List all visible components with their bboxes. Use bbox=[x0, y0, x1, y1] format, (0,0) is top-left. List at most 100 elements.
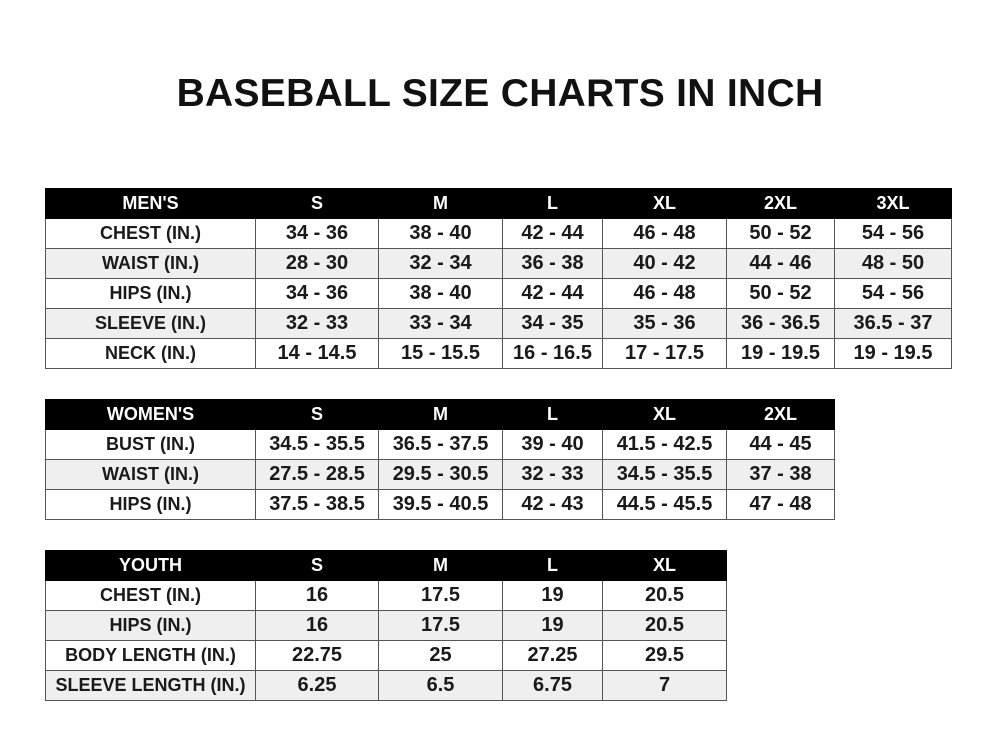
size-value: 6.5 bbox=[378, 670, 503, 701]
table-row: SLEEVE (IN.) 32 - 33 33 - 34 34 - 35 35 - 36… bbox=[45, 308, 952, 339]
size-value: 16 - 16.5 bbox=[502, 338, 603, 369]
category-header: WOMEN'S bbox=[45, 399, 256, 430]
size-value: 34 - 35 bbox=[502, 308, 603, 339]
size-value: 32 - 33 bbox=[502, 459, 603, 490]
measurement-label: SLEEVE (IN.) bbox=[45, 308, 256, 339]
size-value: 27.5 - 28.5 bbox=[255, 459, 379, 490]
table-row: BODY LENGTH (IN.) 22.75 25 27.25 29.5 bbox=[45, 640, 727, 671]
size-value: 42 - 44 bbox=[502, 278, 603, 309]
size-value: 16 bbox=[255, 580, 379, 611]
size-value: 32 - 34 bbox=[378, 248, 503, 279]
size-value: 15 - 15.5 bbox=[378, 338, 503, 369]
size-value: 44 - 46 bbox=[726, 248, 835, 279]
size-value: 7 bbox=[602, 670, 727, 701]
measurement-label: BUST (IN.) bbox=[45, 429, 256, 460]
table-row: WAIST (IN.) 28 - 30 32 - 34 36 - 38 40 - 42 4… bbox=[45, 248, 952, 279]
size-value: 39.5 - 40.5 bbox=[378, 489, 503, 520]
size-value: 48 - 50 bbox=[834, 248, 952, 279]
size-header: L bbox=[502, 188, 603, 219]
size-header: L bbox=[502, 399, 603, 430]
table-row: HIPS (IN.) 34 - 36 38 - 40 42 - 44 46 - 48 50… bbox=[45, 278, 952, 309]
header-row: WOMEN'S S M L XL 2XL bbox=[45, 399, 835, 430]
category-header: YOUTH bbox=[45, 550, 256, 581]
size-value: 17 - 17.5 bbox=[602, 338, 727, 369]
size-value: 14 - 14.5 bbox=[255, 338, 379, 369]
table-row: BUST (IN.) 34.5 - 35.5 36.5 - 37.5 39 - 40 4… bbox=[45, 429, 835, 460]
size-value: 19 - 19.5 bbox=[726, 338, 835, 369]
table-row: WAIST (IN.) 27.5 - 28.5 29.5 - 30.5 32 - 33… bbox=[45, 459, 835, 490]
size-value: 29.5 bbox=[602, 640, 727, 671]
size-header: S bbox=[255, 550, 379, 581]
table-row: CHEST (IN.) 16 17.5 19 20.5 bbox=[45, 580, 727, 611]
size-value: 44 - 45 bbox=[726, 429, 835, 460]
size-value: 25 bbox=[378, 640, 503, 671]
size-value: 34.5 - 35.5 bbox=[255, 429, 379, 460]
size-header: XL bbox=[602, 399, 727, 430]
measurement-label: NECK (IN.) bbox=[45, 338, 256, 369]
size-value: 42 - 43 bbox=[502, 489, 603, 520]
table-row: HIPS (IN.) 16 17.5 19 20.5 bbox=[45, 610, 727, 641]
size-header: XL bbox=[602, 188, 727, 219]
measurement-label: HIPS (IN.) bbox=[45, 610, 256, 641]
size-header: M bbox=[378, 399, 503, 430]
size-header: 2XL bbox=[726, 399, 835, 430]
size-value: 34 - 36 bbox=[255, 278, 379, 309]
size-value: 41.5 - 42.5 bbox=[602, 429, 727, 460]
size-header: S bbox=[255, 188, 379, 219]
size-value: 6.75 bbox=[502, 670, 603, 701]
size-value: 36 - 38 bbox=[502, 248, 603, 279]
size-value: 37.5 - 38.5 bbox=[255, 489, 379, 520]
size-value: 46 - 48 bbox=[602, 278, 727, 309]
table-row: NECK (IN.) 14 - 14.5 15 - 15.5 16 - 16.5 17 … bbox=[45, 338, 952, 369]
size-header: M bbox=[378, 188, 503, 219]
youth-size-table: YOUTH S M L XL CHEST (IN.) 16 17.5 19 20.5 HIPS (I… bbox=[45, 550, 727, 701]
size-value: 34 - 36 bbox=[255, 218, 379, 249]
size-value: 36.5 - 37.5 bbox=[378, 429, 503, 460]
table-row: HIPS (IN.) 37.5 - 38.5 39.5 - 40.5 42 - 43 4… bbox=[45, 489, 835, 520]
size-value: 42 - 44 bbox=[502, 218, 603, 249]
size-value: 19 - 19.5 bbox=[834, 338, 952, 369]
category-header: MEN'S bbox=[45, 188, 256, 219]
size-value: 54 - 56 bbox=[834, 278, 952, 309]
size-value: 17.5 bbox=[378, 610, 503, 641]
womens-size-table: WOMEN'S S M L XL 2XL BUST (IN.) 34.5 - 35.5 36.5… bbox=[45, 399, 835, 520]
size-header: 3XL bbox=[834, 188, 952, 219]
size-value: 16 bbox=[255, 610, 379, 641]
size-value: 19 bbox=[502, 610, 603, 641]
table-row: SLEEVE LENGTH (IN.) 6.25 6.5 6.75 7 bbox=[45, 670, 727, 701]
header-row: MEN'S S M L XL 2XL 3XL bbox=[45, 188, 952, 219]
size-value: 40 - 42 bbox=[602, 248, 727, 279]
measurement-label: HIPS (IN.) bbox=[45, 278, 256, 309]
size-value: 32 - 33 bbox=[255, 308, 379, 339]
page-title: BASEBALL SIZE CHARTS IN INCH bbox=[176, 72, 824, 115]
size-value: 47 - 48 bbox=[726, 489, 835, 520]
size-header: XL bbox=[602, 550, 727, 581]
size-value: 39 - 40 bbox=[502, 429, 603, 460]
measurement-label: SLEEVE LENGTH (IN.) bbox=[45, 670, 256, 701]
size-value: 27.25 bbox=[502, 640, 603, 671]
size-value: 28 - 30 bbox=[255, 248, 379, 279]
size-value: 35 - 36 bbox=[602, 308, 727, 339]
size-value: 33 - 34 bbox=[378, 308, 503, 339]
size-value: 29.5 - 30.5 bbox=[378, 459, 503, 490]
size-header: S bbox=[255, 399, 379, 430]
size-value: 20.5 bbox=[602, 610, 727, 641]
size-value: 38 - 40 bbox=[378, 278, 503, 309]
measurement-label: CHEST (IN.) bbox=[45, 218, 256, 249]
measurement-label: WAIST (IN.) bbox=[45, 248, 256, 279]
size-value: 36.5 - 37 bbox=[834, 308, 952, 339]
size-header: L bbox=[502, 550, 603, 581]
size-value: 19 bbox=[502, 580, 603, 611]
size-value: 6.25 bbox=[255, 670, 379, 701]
size-value: 36 - 36.5 bbox=[726, 308, 835, 339]
size-value: 17.5 bbox=[378, 580, 503, 611]
table-row: CHEST (IN.) 34 - 36 38 - 40 42 - 44 46 - 48 5… bbox=[45, 218, 952, 249]
measurement-label: WAIST (IN.) bbox=[45, 459, 256, 490]
size-value: 37 - 38 bbox=[726, 459, 835, 490]
size-value: 38 - 40 bbox=[378, 218, 503, 249]
size-value: 44.5 - 45.5 bbox=[602, 489, 727, 520]
measurement-label: CHEST (IN.) bbox=[45, 580, 256, 611]
size-value: 54 - 56 bbox=[834, 218, 952, 249]
size-value: 50 - 52 bbox=[726, 278, 835, 309]
header-row: YOUTH S M L XL bbox=[45, 550, 727, 581]
